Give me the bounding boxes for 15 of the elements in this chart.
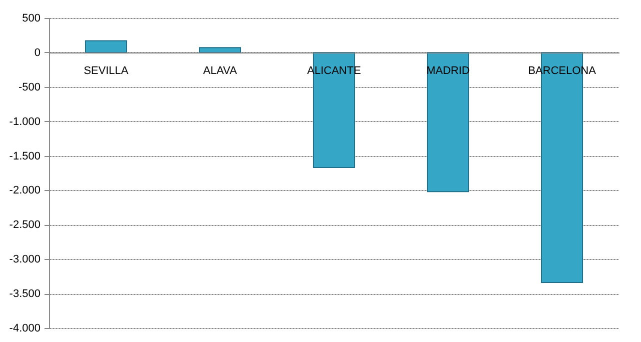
y-tick-label: -3.000 bbox=[9, 254, 40, 266]
bar bbox=[84, 40, 128, 53]
bar bbox=[426, 52, 470, 192]
x-tick-label: SEVILLA bbox=[84, 64, 129, 77]
y-tick-label: -500 bbox=[18, 81, 40, 94]
y-tick-label: -3.500 bbox=[9, 288, 40, 300]
y-tick-label: 0 bbox=[34, 46, 40, 59]
bar bbox=[198, 47, 242, 53]
y-tick-label: -1.500 bbox=[9, 150, 40, 162]
y-tick-label: -2.000 bbox=[9, 184, 40, 197]
x-tick-label: ALAVA bbox=[203, 64, 238, 77]
y-tick-label: -1.000 bbox=[9, 116, 40, 128]
y-tick-label: -2.500 bbox=[9, 219, 40, 232]
y-tick-label: 500 bbox=[22, 12, 40, 24]
y-tick-label: -4.000 bbox=[9, 322, 40, 334]
